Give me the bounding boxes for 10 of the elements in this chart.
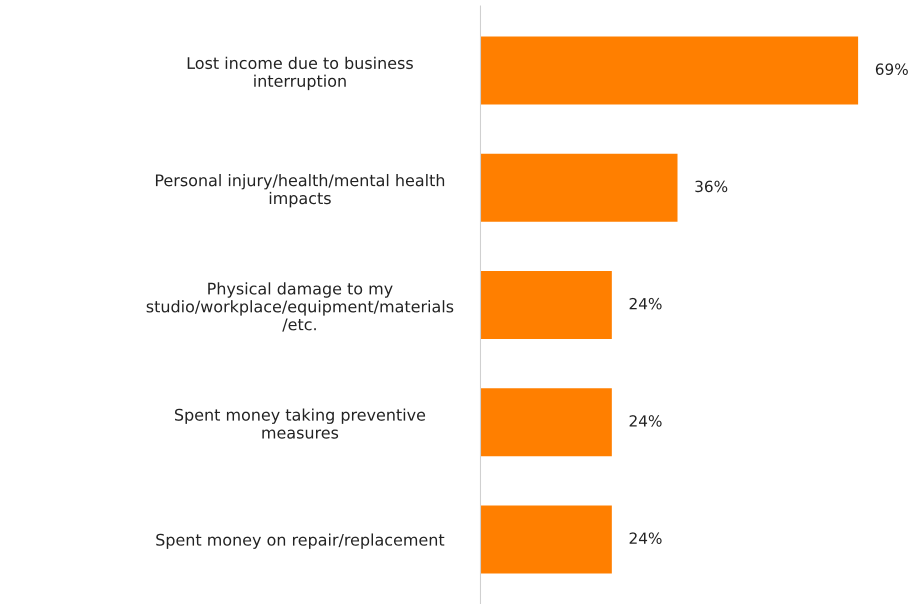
data-label: 24% [630,532,662,544]
data-label: 69% [876,63,908,75]
data-label: 24% [630,298,662,310]
y-tick-label: Lost income due to business interruption [188,56,413,90]
y-tick-label: Personal injury/health/mental health impacts [156,174,444,208]
data-label: 24% [630,415,662,427]
y-tick-label: Spent money taking preventive measures [174,408,426,439]
y-tick-label: Physical damage to my studio/workplace/equipment/materials /etc. [146,282,454,332]
data-label: 36% [695,180,728,192]
y-tick-label: Spent money on repair/replacement [156,533,444,549]
